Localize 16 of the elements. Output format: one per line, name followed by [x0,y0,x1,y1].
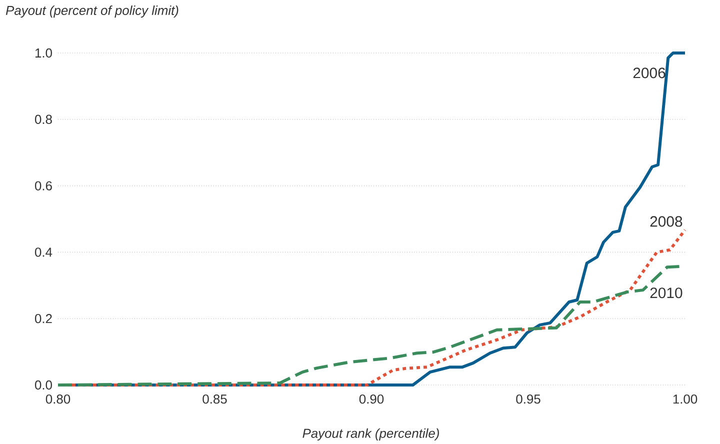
series-label: 2010 [650,288,682,298]
y-axis-title: Payout (percent of policy limit) [6,6,178,18]
y-tick-label: 1.0 [35,48,52,58]
y-tick-label: 0.6 [34,181,52,190]
y-tick-label: 0.2 [34,314,52,324]
x-tick-label: 0.80 [46,394,70,404]
y-tick-label: 0.8 [34,114,52,124]
x-tick-label: 0.95 [516,394,540,404]
y-tick-label: 0.4 [34,248,52,257]
series-label: 2006 [633,68,666,78]
series-label: 2008 [650,216,682,227]
x-axis-title: Payout rank (percentile) [302,428,439,440]
x-tick-label: 0.85 [202,394,227,404]
x-tick-label: 1.00 [673,394,698,404]
x-tick-label: 0.90 [359,394,384,404]
y-tick-label: 0.0 [34,380,52,390]
